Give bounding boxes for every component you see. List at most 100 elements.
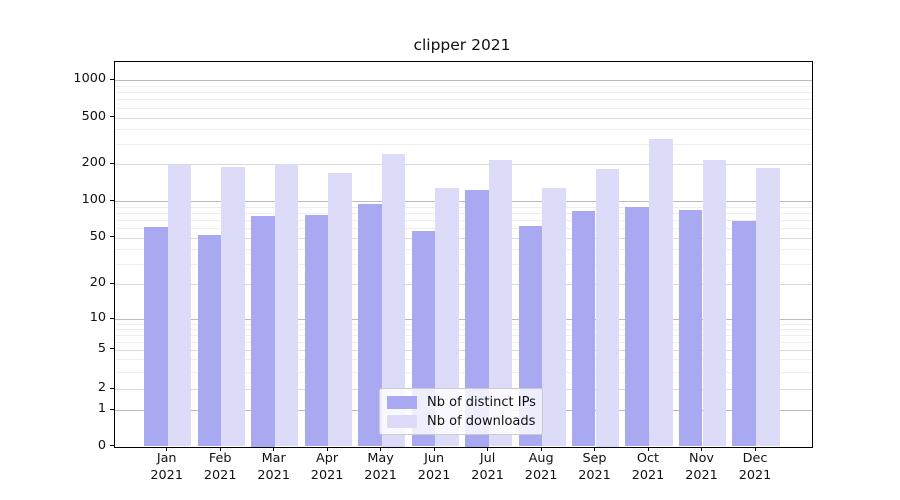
y-tick-mark bbox=[109, 282, 114, 284]
y-tick-mark bbox=[109, 317, 114, 319]
x-tick-label: May 2021 bbox=[364, 451, 397, 483]
y-tick-label: 100 bbox=[81, 192, 106, 207]
y-tick-mark bbox=[109, 387, 114, 389]
x-tick-mark bbox=[166, 446, 168, 451]
bar bbox=[251, 215, 275, 447]
bar bbox=[144, 227, 168, 447]
gridline bbox=[114, 219, 812, 221]
legend-swatch bbox=[387, 414, 417, 428]
y-tick-mark bbox=[109, 408, 114, 410]
y-tick-label: 2 bbox=[97, 380, 106, 395]
bar bbox=[381, 154, 406, 447]
x-tick-label: Dec 2021 bbox=[738, 451, 772, 483]
x-tick-mark bbox=[380, 446, 382, 451]
gridline bbox=[114, 206, 812, 208]
gridline bbox=[114, 334, 812, 336]
y-tick-mark bbox=[109, 78, 114, 80]
x-tick-mark bbox=[219, 446, 221, 451]
bar bbox=[304, 214, 329, 447]
gridline bbox=[114, 237, 812, 239]
legend-label: Nb of distinct IPs bbox=[427, 394, 536, 410]
bar bbox=[595, 169, 620, 447]
gridline bbox=[114, 99, 812, 101]
bar bbox=[328, 172, 352, 447]
bar bbox=[732, 221, 756, 447]
x-tick-mark bbox=[754, 446, 756, 451]
gridline bbox=[114, 212, 812, 214]
bar bbox=[435, 187, 459, 447]
bar bbox=[274, 164, 299, 447]
gridline bbox=[114, 349, 812, 351]
legend-item: Nb of distinct IPs bbox=[380, 395, 542, 410]
y-tick-label: 10 bbox=[89, 310, 106, 326]
x-tick-label: Feb 2021 bbox=[203, 451, 237, 483]
gridline bbox=[114, 249, 812, 250]
y-tick-mark bbox=[109, 445, 114, 447]
y-tick-label: 500 bbox=[81, 108, 106, 124]
gridline bbox=[114, 341, 812, 343]
bar bbox=[702, 160, 727, 447]
y-tick-label: 20 bbox=[89, 275, 106, 291]
y-tick-label: 1 bbox=[97, 401, 106, 416]
x-tick-label: Jun 2021 bbox=[417, 451, 451, 483]
chart-title: clipper 2021 bbox=[413, 36, 511, 54]
bar bbox=[358, 204, 382, 447]
x-tick-mark bbox=[487, 446, 489, 451]
gridline bbox=[114, 80, 812, 81]
legend: Nb of distinct IPs Nb of downloads bbox=[379, 388, 543, 435]
bar bbox=[221, 167, 245, 447]
bar bbox=[542, 188, 566, 447]
legend-label: Nb of downloads bbox=[427, 413, 536, 429]
legend-swatch bbox=[387, 395, 417, 409]
x-tick-mark bbox=[326, 446, 328, 451]
gridline bbox=[114, 107, 812, 109]
gridline bbox=[114, 92, 812, 94]
bar bbox=[678, 209, 703, 447]
y-tick-mark bbox=[109, 116, 114, 118]
y-tick-label: 1000 bbox=[73, 71, 106, 86]
bar bbox=[756, 168, 780, 447]
x-tick-mark bbox=[701, 446, 703, 451]
gridline bbox=[114, 143, 812, 145]
gridline bbox=[114, 329, 812, 330]
bar bbox=[625, 207, 649, 447]
gridline bbox=[114, 371, 812, 373]
gridline bbox=[114, 164, 812, 166]
y-tick-label: 200 bbox=[81, 155, 106, 171]
x-tick-label: Nov 2021 bbox=[685, 451, 718, 483]
x-tick-mark bbox=[594, 446, 596, 451]
x-tick-mark bbox=[433, 446, 435, 451]
y-tick-label: 5 bbox=[97, 340, 106, 356]
x-tick-label: Mar 2021 bbox=[257, 451, 290, 483]
gridline bbox=[114, 129, 812, 130]
gridline bbox=[114, 228, 812, 229]
bar bbox=[649, 138, 673, 447]
x-tick-label: Jan 2021 bbox=[150, 451, 183, 483]
bar bbox=[197, 234, 222, 447]
x-tick-label: Jul 2021 bbox=[471, 451, 504, 483]
y-tick-label: 0 bbox=[97, 437, 106, 453]
x-tick-mark bbox=[647, 446, 649, 451]
bar bbox=[465, 190, 489, 447]
legend-item: Nb of downloads bbox=[380, 414, 542, 429]
gridline bbox=[114, 263, 812, 265]
gridline bbox=[114, 323, 812, 325]
x-tick-label: Aug 2021 bbox=[524, 451, 558, 483]
gridline bbox=[114, 85, 812, 87]
x-tick-mark bbox=[540, 446, 542, 451]
gridline bbox=[114, 201, 812, 202]
gridline bbox=[114, 284, 812, 286]
bar bbox=[571, 210, 596, 447]
y-tick-mark bbox=[109, 162, 114, 164]
x-tick-label: Oct 2021 bbox=[631, 451, 665, 483]
gridline bbox=[114, 359, 812, 361]
bar bbox=[488, 159, 513, 447]
y-tick-mark bbox=[109, 236, 114, 238]
x-tick-mark bbox=[273, 446, 275, 451]
y-tick-label: 50 bbox=[89, 228, 106, 244]
x-tick-label: Sep 2021 bbox=[578, 451, 611, 483]
x-tick-label: Apr 2021 bbox=[310, 451, 344, 483]
y-tick-mark bbox=[109, 199, 114, 201]
y-tick-mark bbox=[109, 348, 114, 350]
